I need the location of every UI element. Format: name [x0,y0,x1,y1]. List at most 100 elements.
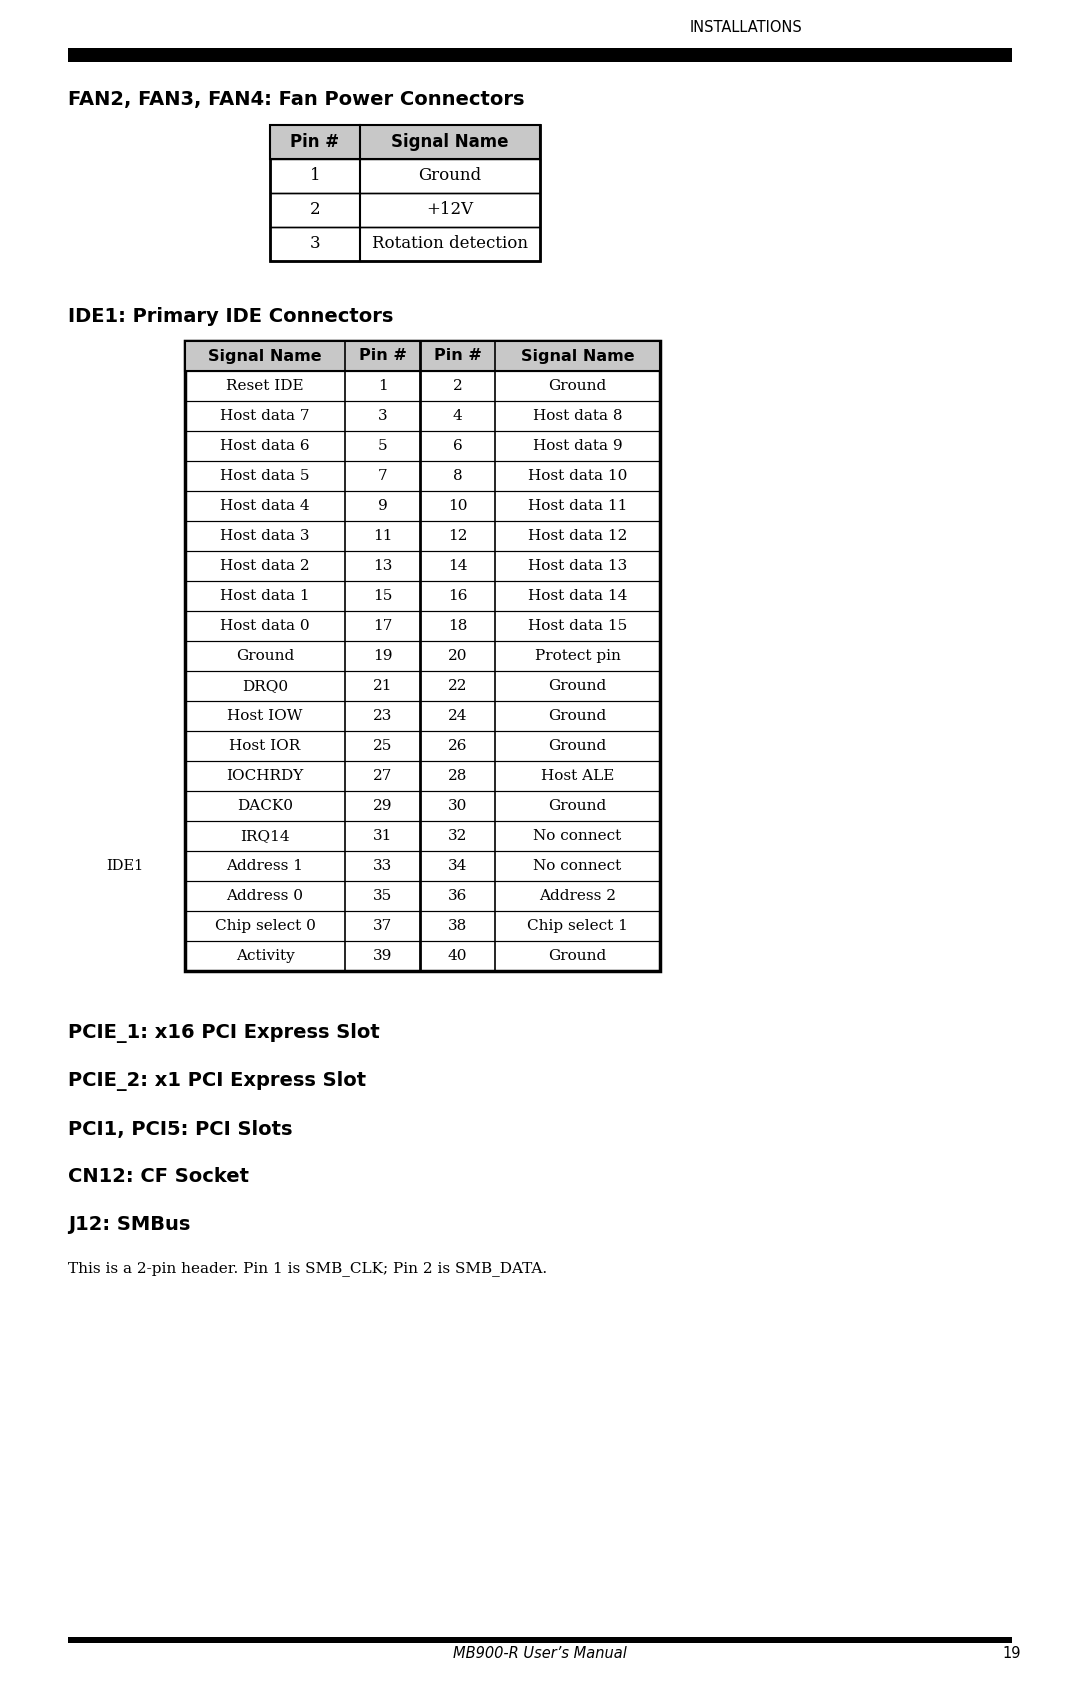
Bar [185,460,660,491]
Bar [185,910,660,941]
Text: Ground: Ground [549,800,607,813]
Text: 17: 17 [373,619,392,633]
Text: MB900-R User’s Manual: MB900-R User’s Manual [454,1645,626,1661]
Text: Host data 10: Host data 10 [528,469,627,483]
Bar [185,431,660,460]
Text: 31: 31 [373,829,392,842]
Text: 37: 37 [373,919,392,933]
Bar [270,227,540,261]
Text: 35: 35 [373,888,392,904]
Text: Ground: Ground [549,950,607,963]
Text: 29: 29 [373,800,392,813]
Text: 36: 36 [448,888,468,904]
Text: Host IOW: Host IOW [227,709,302,723]
Text: 26: 26 [448,738,468,754]
Text: 24: 24 [448,709,468,723]
Text: FAN2, FAN3, FAN4: Fan Power Connectors: FAN2, FAN3, FAN4: Fan Power Connectors [68,90,525,109]
Text: 1: 1 [378,379,388,392]
Text: Signal Name: Signal Name [208,348,322,363]
Text: Address 2: Address 2 [539,888,616,904]
Bar [185,941,660,972]
Text: Host data 13: Host data 13 [528,559,627,573]
Text: Host IOR: Host IOR [229,738,300,754]
Bar [185,341,660,972]
Bar [185,851,660,881]
Text: 25: 25 [373,738,392,754]
Text: This is a 2-pin header. Pin 1 is SMB_CLK; Pin 2 is SMB_DATA.: This is a 2-pin header. Pin 1 is SMB_CLK… [68,1262,548,1277]
Text: 12: 12 [448,529,468,542]
Text: Rotation detection: Rotation detection [372,235,528,252]
Text: Host data 15: Host data 15 [528,619,627,633]
Text: Host data 0: Host data 0 [220,619,310,633]
Text: Chip select 0: Chip select 0 [215,919,315,933]
Bar [185,401,660,431]
Text: 38: 38 [448,919,468,933]
Text: 7: 7 [378,469,388,483]
Text: 32: 32 [448,829,468,842]
Text: Pin #: Pin # [433,348,482,363]
Bar [185,491,660,522]
Text: Host data 6: Host data 6 [220,438,310,454]
Text: 22: 22 [448,679,468,692]
Text: 4: 4 [453,409,462,423]
Text: Host data 1: Host data 1 [220,588,310,604]
Text: INSTALLATIONS: INSTALLATIONS [690,20,802,36]
Text: 11: 11 [373,529,392,542]
Text: 21: 21 [373,679,392,692]
Text: Ground: Ground [235,650,294,663]
Text: 13: 13 [373,559,392,573]
Text: PCIE_1: x16 PCI Express Slot: PCIE_1: x16 PCI Express Slot [68,1023,380,1043]
Text: Host data 2: Host data 2 [220,559,310,573]
Text: Ground: Ground [418,167,482,184]
Text: DRQ0: DRQ0 [242,679,288,692]
Text: 15: 15 [373,588,392,604]
Text: Signal Name: Signal Name [521,348,634,363]
Bar [185,522,660,551]
Text: Ground: Ground [549,709,607,723]
Bar [185,881,660,910]
Text: 27: 27 [373,769,392,783]
Text: 3: 3 [310,235,321,252]
Text: Host data 7: Host data 7 [220,409,310,423]
Text: +12V: +12V [427,201,473,218]
Text: J12: SMBus: J12: SMBus [68,1216,190,1234]
Text: 2: 2 [453,379,462,392]
Bar [185,641,660,672]
Bar [270,124,540,261]
Text: 30: 30 [448,800,468,813]
Text: Host data 9: Host data 9 [532,438,622,454]
Bar [185,610,660,641]
Bar [185,372,660,401]
Bar [185,731,660,760]
Bar [185,672,660,701]
Bar [68,1637,1012,1644]
Text: Address 1: Address 1 [227,859,303,873]
Text: PCI1, PCI5: PCI Slots: PCI1, PCI5: PCI Slots [68,1120,293,1139]
Bar [270,159,540,193]
Bar [185,791,660,822]
Text: 33: 33 [373,859,392,873]
Text: Pin #: Pin # [291,133,339,152]
Text: Host data 11: Host data 11 [528,500,627,513]
Bar [185,822,660,851]
Text: 19: 19 [1002,1645,1022,1661]
Text: 20: 20 [448,650,468,663]
Text: No connect: No connect [534,829,622,842]
Text: 9: 9 [378,500,388,513]
Bar [185,701,660,731]
Text: Ground: Ground [549,738,607,754]
Bar [185,581,660,610]
Text: Host data 3: Host data 3 [220,529,310,542]
Text: PCIE_2: x1 PCI Express Slot: PCIE_2: x1 PCI Express Slot [68,1071,366,1091]
Text: Host data 8: Host data 8 [532,409,622,423]
Text: 16: 16 [448,588,468,604]
Text: Host data 5: Host data 5 [220,469,310,483]
Text: Reset IDE: Reset IDE [226,379,303,392]
Text: CN12: CF Socket: CN12: CF Socket [68,1168,249,1187]
Bar [185,551,660,581]
Text: Chip select 1: Chip select 1 [527,919,627,933]
Text: Pin #: Pin # [359,348,406,363]
Text: IRQ14: IRQ14 [240,829,289,842]
Text: 39: 39 [373,950,392,963]
Bar [270,124,540,159]
